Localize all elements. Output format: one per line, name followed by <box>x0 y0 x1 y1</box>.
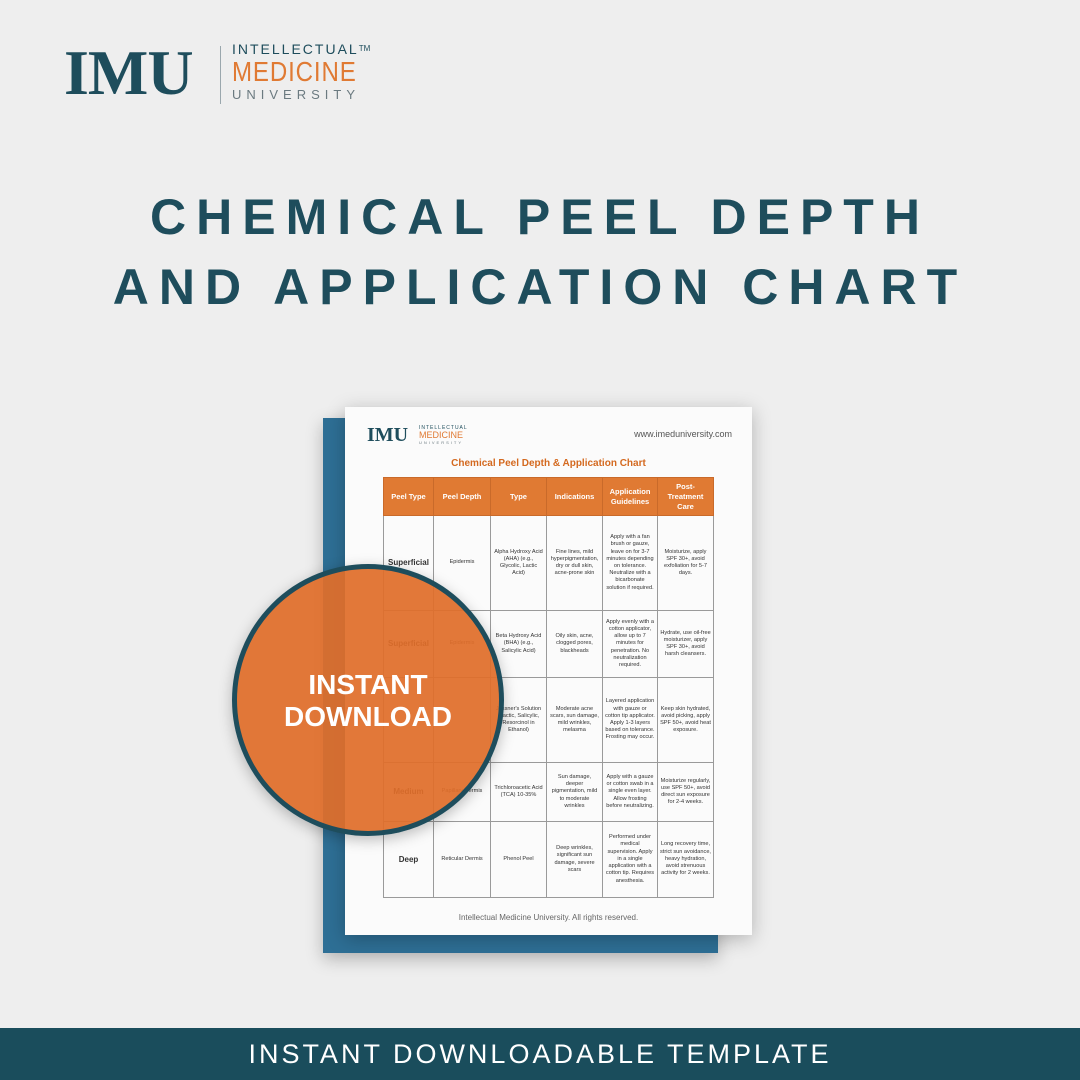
document-logo-mark: IMU <box>367 424 409 446</box>
title-line2: AND APPLICATION CHART <box>112 259 968 315</box>
brand-mark: IMU <box>64 37 194 108</box>
document-logo-line3: UNIVERSITY <box>419 440 464 445</box>
document-footer: Intellectual Medicine University. All ri… <box>458 913 639 922</box>
table-header-row: Peel Type Peel Depth Type Indications Ap… <box>383 477 714 516</box>
instant-download-badge: INSTANT DOWNLOAD <box>232 564 504 836</box>
page-title: CHEMICAL PEEL DEPTH AND APPLICATION CHAR… <box>0 182 1080 322</box>
bottom-banner-label: INSTANT DOWNLOADABLE TEMPLATE <box>248 1039 832 1069</box>
cell-guidelines: Performed under medical supervision. App… <box>602 821 658 898</box>
cell-care: Keep skin hydrated, avoid picking, apply… <box>657 677 714 763</box>
trademark-symbol: TM <box>358 44 371 53</box>
brand-line2: MEDICINE <box>232 56 357 87</box>
bottom-banner: INSTANT DOWNLOADABLE TEMPLATE <box>0 1028 1080 1080</box>
cell-guidelines: Apply evenly with a cotton applicator, a… <box>602 610 658 678</box>
brand-line1: INTELLECTUAL <box>232 41 359 57</box>
cell-indications: Sun damage, deeper pigmentation, mild to… <box>546 762 603 822</box>
cell-care: Hydrate, use oil-free moisturizer, apply… <box>657 610 714 678</box>
document-title: Chemical Peel Depth & Application Chart <box>451 458 646 469</box>
badge-line2: DOWNLOAD <box>284 701 452 732</box>
header-application-guidelines: Application Guidelines <box>602 477 658 516</box>
table-row: Superficial Epidermis Alpha Hydroxy Acid… <box>383 515 714 611</box>
cell-care: Long recovery time, strict sun avoidance… <box>657 821 714 898</box>
cell-guidelines: Apply with a fan brush or gauze, leave o… <box>602 515 658 611</box>
cell-type: Alpha Hydroxy Acid (AHA) (e.g., Glycolic… <box>490 515 547 611</box>
brand-line3: UNIVERSITY <box>232 87 361 102</box>
header-peel-type: Peel Type <box>383 477 434 516</box>
cell-indications: Moderate acne scars, sun damage, mild wr… <box>546 677 603 763</box>
brand-wordmark: INTELLECTUALTM MEDICINE UNIVERSITY <box>232 40 377 104</box>
document-preview: IMU INTELLECTUAL MEDICINE UNIVERSITY www… <box>345 407 752 935</box>
badge-line1: INSTANT <box>308 669 428 700</box>
peel-table: Peel Type Peel Depth Type Indications Ap… <box>383 477 714 898</box>
cell-indications: Deep wrinkles, significant sun damage, s… <box>546 821 603 898</box>
title-line1: CHEMICAL PEEL DEPTH <box>150 189 930 245</box>
cell-indications: Oily skin, acne, clogged pores, blackhea… <box>546 610 603 678</box>
cell-indications: Fine lines, mild hyperpigmentation, dry … <box>546 515 603 611</box>
header-post-treatment-care: Post-Treatment Care <box>657 477 714 516</box>
header-indications: Indications <box>546 477 603 516</box>
cell-type: Trichloroacetic Acid (TCA) 10-35% <box>490 762 547 822</box>
brand-logo: IMU INTELLECTUALTM MEDICINE UNIVERSITY <box>64 40 384 110</box>
document-logo-line2: MEDICINE <box>419 430 464 440</box>
cell-care: Moisturize, apply SPF 30+, avoid exfolia… <box>657 515 714 611</box>
header-type: Type <box>490 477 547 516</box>
cell-peel-depth: Reticular Dermis <box>433 821 491 898</box>
cell-type: Phenol Peel <box>490 821 547 898</box>
header-peel-depth: Peel Depth <box>433 477 491 516</box>
cell-care: Moisturize regularly, use SPF 50+, avoid… <box>657 762 714 822</box>
document-url: www.imeduniversity.com <box>634 429 732 439</box>
brand-divider <box>220 46 221 104</box>
document-logo: IMU INTELLECTUAL MEDICINE UNIVERSITY <box>367 424 467 446</box>
table-row: Deep Reticular Dermis Phenol Peel Deep w… <box>383 821 714 898</box>
cell-guidelines: Apply with a gauze or cotton swab in a s… <box>602 762 658 822</box>
brand-mark-text: IMU <box>64 37 194 108</box>
document-logo-line1: INTELLECTUAL <box>419 425 468 431</box>
cell-guidelines: Layered application with gauze or cotton… <box>602 677 658 763</box>
